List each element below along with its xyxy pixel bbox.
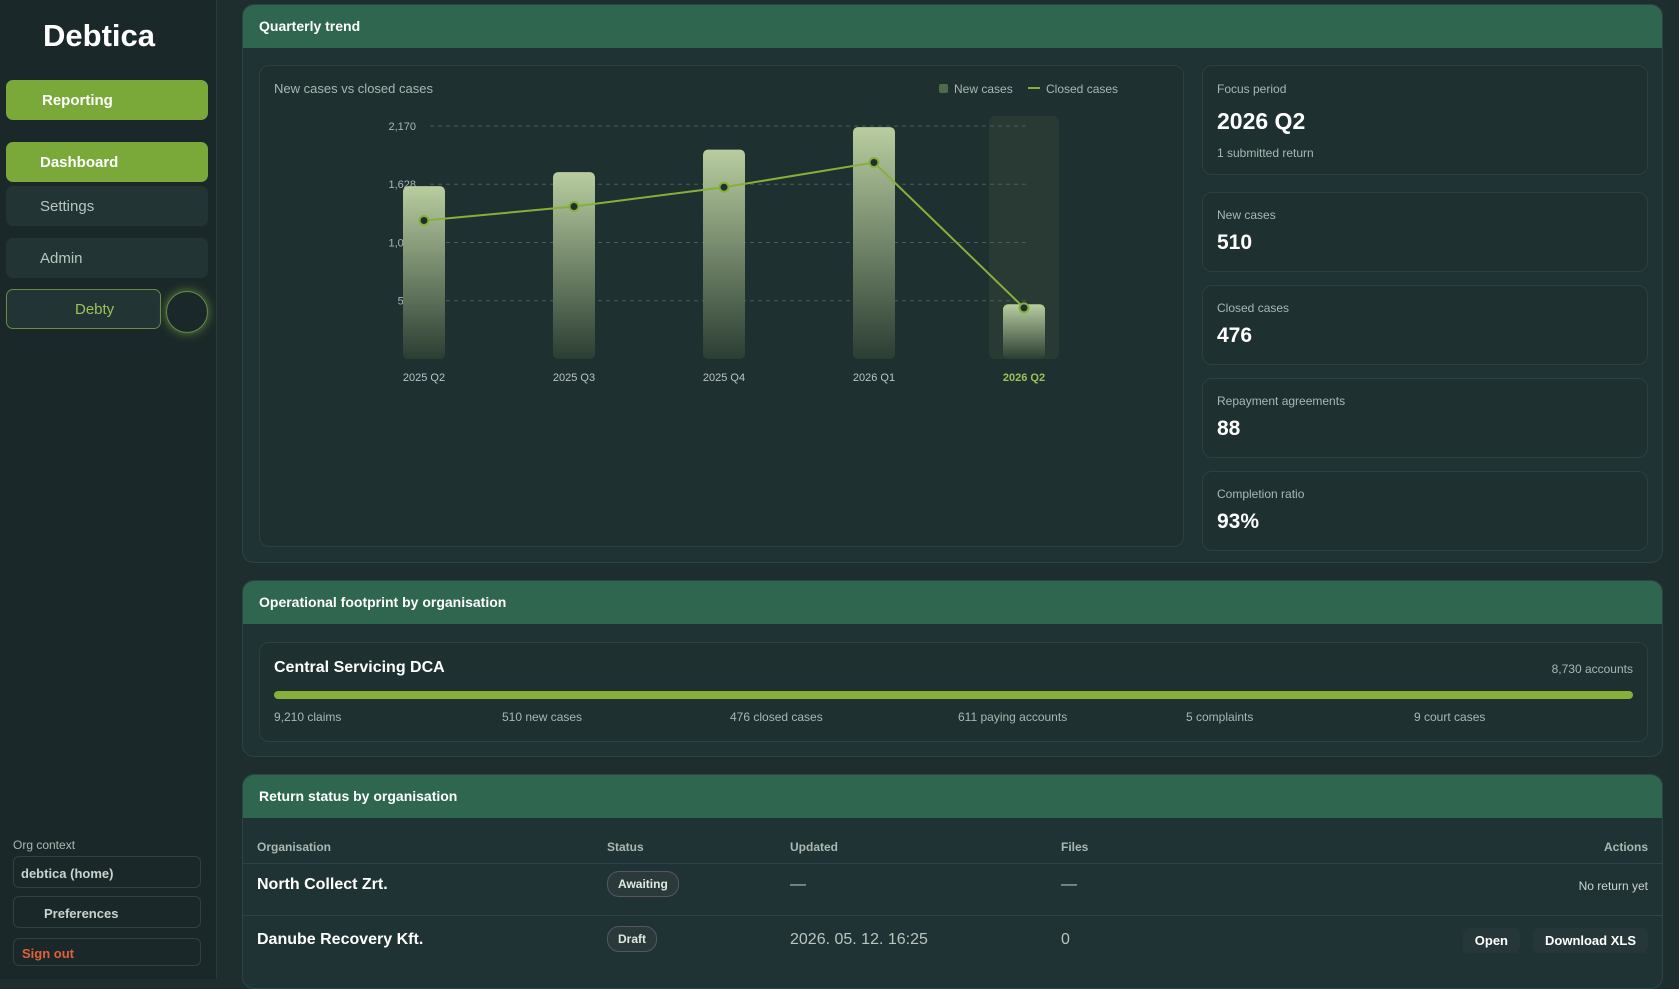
metric: 611 paying accounts: [958, 710, 1068, 724]
bar: [403, 186, 445, 359]
metric: 5 complaints: [1186, 710, 1254, 724]
bar: [553, 172, 595, 359]
legend-label: New cases: [954, 82, 1013, 96]
line-point: [1018, 302, 1030, 314]
legend-swatch: [939, 84, 948, 93]
highlight-column: [989, 116, 1059, 359]
column-header: Actions: [1603, 840, 1648, 854]
footprint-panel: Operational footprint by organisation Ce…: [242, 580, 1663, 757]
value: 2026 Q2: [1217, 108, 1306, 134]
column-header: Updated: [790, 840, 838, 854]
nav-dashboard[interactable]: Dashboard: [6, 142, 208, 182]
bar: [1003, 304, 1045, 359]
assistant-icon[interactable]: [166, 291, 208, 333]
label: New cases: [1217, 208, 1276, 222]
progress-bar: [274, 691, 1633, 699]
preferences[interactable]: Preferences: [13, 896, 201, 928]
stat-card: Repayment agreements 88: [1202, 378, 1648, 458]
table-panel: Return status by organisation Organisati…: [242, 774, 1663, 989]
label: Closed cases: [1217, 301, 1290, 315]
updated: —: [790, 876, 806, 893]
trend-panel: Quarterly trend New cases vs closed case…: [242, 4, 1663, 563]
label: Completion ratio: [1217, 487, 1305, 501]
chart-card: New cases vs closed cases New cases Closed…: [259, 65, 1184, 547]
line-point: [568, 201, 580, 213]
x-tick-label: 2026 Q2: [1003, 372, 1045, 384]
org-name: Central Servicing DCA: [274, 659, 445, 676]
nav-admin[interactable]: Admin: [6, 238, 208, 278]
nav-reporting[interactable]: Reporting: [6, 80, 208, 120]
accounts: 8,730 accounts: [1551, 662, 1633, 676]
line-point: [418, 214, 430, 226]
x-tick-label: 2025 Q2: [403, 372, 445, 384]
bar: [703, 149, 745, 359]
status-badge: Draft: [607, 926, 658, 952]
focus-card: Focus period 2026 Q2 1 submitted return: [1202, 65, 1648, 175]
divider: [243, 863, 1662, 864]
status-badge: Awaiting: [607, 871, 679, 897]
org-name: North Collect Zrt.: [257, 876, 388, 893]
org-select[interactable]: debtica (home): [13, 856, 201, 888]
value: 510: [1217, 231, 1253, 254]
bar: [853, 127, 895, 359]
column-header: Files: [1061, 840, 1089, 854]
org-name: Danube Recovery Kft.: [257, 931, 424, 948]
action-button[interactable]: Download XLS: [1533, 928, 1648, 953]
metric: 9 court cases: [1414, 710, 1486, 724]
files: 0: [1061, 931, 1070, 948]
x-tick-label: 2025 Q4: [703, 372, 745, 384]
column-header: Organisation: [257, 840, 332, 854]
action-button[interactable]: Open: [1462, 928, 1520, 953]
chart-title: New cases vs closed cases: [274, 81, 433, 96]
sign-out[interactable]: Sign out: [13, 938, 201, 966]
panel-header: Return status by organisation: [243, 775, 1662, 818]
column-header: Status: [607, 840, 644, 854]
panel-header: Operational footprint by organisation: [243, 581, 1662, 624]
value: 93%: [1217, 510, 1260, 533]
line-point: [868, 157, 880, 169]
org-context-label: Org context: [13, 838, 76, 852]
metric: 510 new cases: [502, 710, 583, 724]
updated: 2026. 05. 12. 16:25: [790, 931, 928, 948]
value: 476: [1217, 324, 1253, 347]
stat-card: Closed cases 476: [1202, 285, 1648, 365]
assistant[interactable]: Debty: [6, 289, 161, 329]
x-tick-label: 2026 Q1: [853, 372, 895, 384]
metric: 476 closed cases: [730, 710, 823, 724]
stat-card: Completion ratio 93%: [1202, 471, 1648, 551]
files: —: [1061, 876, 1077, 893]
line-point: [718, 181, 730, 193]
actions: No return yet: [1578, 879, 1648, 893]
org-card: Central Servicing DCA 8,730 accounts 9,2…: [259, 642, 1648, 742]
sidebar: Debtica Reporting Dashboard Settings Adm…: [0, 0, 217, 979]
metric: 9,210 claims: [274, 710, 342, 724]
label: Focus period: [1217, 82, 1287, 96]
stat-card: New cases 510: [1202, 192, 1648, 272]
value: 88: [1217, 417, 1241, 440]
x-tick-label: 2025 Q3: [553, 372, 595, 384]
chart: New cases vs closed cases New cases Closed…: [274, 81, 1118, 384]
legend-label: Closed cases: [1046, 82, 1118, 96]
label: Repayment agreements: [1217, 394, 1346, 408]
panel-header: Quarterly trend: [243, 5, 1662, 48]
brand: Debtica: [43, 18, 155, 53]
y-tick-label: 2,170: [388, 121, 416, 133]
nav-settings[interactable]: Settings: [6, 186, 208, 226]
note: 1 submitted return: [1217, 146, 1314, 160]
divider: [243, 915, 1662, 916]
